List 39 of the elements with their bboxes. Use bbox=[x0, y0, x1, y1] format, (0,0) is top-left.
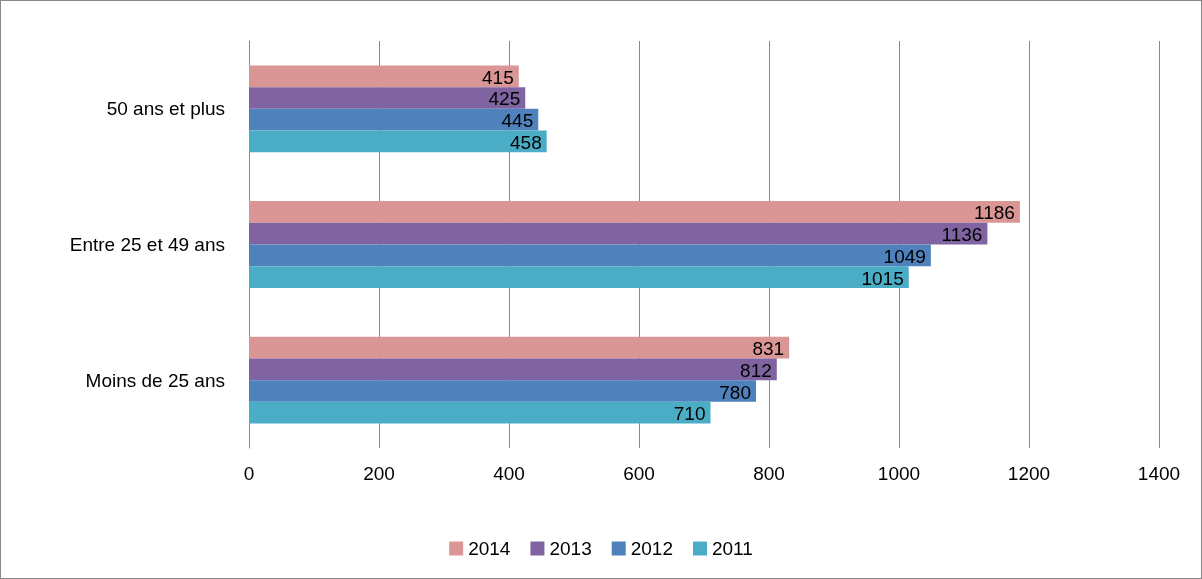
bar bbox=[249, 130, 547, 153]
data-label: 780 bbox=[719, 381, 751, 403]
data-label: 1186 bbox=[974, 202, 1015, 224]
data-label: 831 bbox=[752, 338, 785, 360]
x-tick-label: 400 bbox=[493, 463, 525, 484]
x-tick-label: 1200 bbox=[1007, 463, 1051, 484]
legend-label: 2013 bbox=[549, 538, 592, 559]
y-tick-label: Entre 25 et 49 ans bbox=[69, 234, 225, 255]
legend-label: 2014 bbox=[468, 538, 511, 559]
legend-label: 2011 bbox=[711, 538, 753, 559]
bar bbox=[249, 358, 777, 381]
bar bbox=[249, 266, 909, 288]
bar bbox=[249, 108, 539, 131]
data-label: 1049 bbox=[883, 245, 926, 267]
bar bbox=[249, 336, 790, 359]
y-tick-label: Moins de 25 ans bbox=[85, 369, 225, 391]
x-tick-label: 200 bbox=[363, 463, 395, 484]
x-tick-label: 600 bbox=[623, 463, 655, 484]
data-label: 1015 bbox=[861, 267, 904, 289]
data-label: 710 bbox=[673, 403, 706, 425]
x-tick-label: 800 bbox=[753, 463, 785, 484]
y-tick-label: 50 ans et plus bbox=[106, 98, 225, 120]
data-label: 1136 bbox=[941, 224, 983, 246]
data-label: 425 bbox=[488, 88, 521, 110]
bar bbox=[249, 222, 988, 245]
bar bbox=[249, 380, 756, 402]
bar bbox=[249, 65, 519, 88]
legend-label: 2012 bbox=[630, 538, 673, 559]
bar bbox=[249, 201, 1020, 223]
x-tick-label: 1000 bbox=[877, 463, 921, 484]
x-tick-label: 0 bbox=[243, 463, 255, 484]
data-label: 812 bbox=[740, 359, 772, 381]
x-tick-label: 1400 bbox=[1137, 463, 1181, 484]
data-label: 458 bbox=[510, 131, 542, 153]
bar bbox=[249, 401, 711, 424]
data-label: 415 bbox=[482, 66, 514, 88]
bar bbox=[249, 87, 526, 109]
data-label: 445 bbox=[501, 110, 534, 132]
bar bbox=[249, 244, 931, 267]
